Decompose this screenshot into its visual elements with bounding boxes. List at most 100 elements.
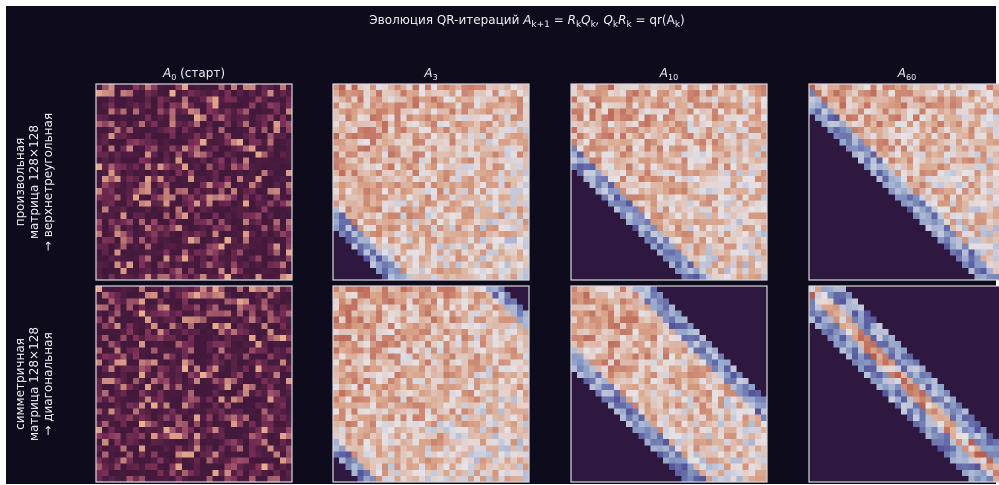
heatmap-cell (743, 90, 749, 96)
heatmap-cell (419, 225, 425, 231)
heatmap-cell (761, 121, 767, 127)
heatmap-cell (492, 90, 498, 96)
heatmap-cell (280, 323, 286, 329)
heatmap-cell (102, 286, 108, 292)
heatmap-cell (602, 158, 608, 164)
heatmap-cell (351, 317, 357, 323)
heatmap-cell (127, 341, 133, 347)
heatmap-cell (492, 292, 498, 298)
heatmap-cell (108, 102, 114, 108)
heatmap-cell (114, 213, 120, 219)
heatmap-cell (419, 84, 425, 90)
heatmap-cell (419, 188, 425, 194)
heatmap-cell (706, 102, 712, 108)
heatmap-cell (108, 402, 114, 408)
heatmap-cell (712, 164, 718, 170)
heatmap-cell (274, 445, 280, 451)
heatmap-cell (280, 329, 286, 335)
heatmap-cell (437, 182, 443, 188)
heatmap-cell (407, 451, 413, 457)
heatmap-cell (523, 268, 529, 274)
heatmap-cell (206, 102, 212, 108)
heatmap-cell (700, 158, 706, 164)
heatmap-cell (339, 268, 345, 274)
heatmap-cell (517, 249, 523, 255)
heatmap-cell (364, 170, 370, 176)
heatmap-cell (431, 329, 437, 335)
heatmap-cell (102, 84, 108, 90)
heatmap-cell (449, 127, 455, 133)
heatmap-cell (449, 274, 455, 280)
heatmap-cell (255, 415, 261, 421)
heatmap-cell (127, 133, 133, 139)
heatmap-cell (394, 237, 400, 243)
heatmap-cell (243, 262, 249, 268)
heatmap-cell (249, 170, 255, 176)
heatmap-cell (681, 84, 687, 90)
heatmap-cell (376, 464, 382, 470)
heatmap-cell (511, 121, 517, 127)
heatmap-cell (413, 304, 419, 310)
heatmap-cell (437, 317, 443, 323)
heatmap-cell (468, 231, 474, 237)
heatmap-cell (376, 151, 382, 157)
heatmap-cell (127, 176, 133, 182)
heatmap-cell (212, 433, 218, 439)
heatmap-cell (468, 433, 474, 439)
heatmap-cell (364, 409, 370, 415)
heatmap-cell (170, 311, 176, 317)
heatmap-cell (333, 451, 339, 457)
heatmap-cell (339, 329, 345, 335)
heatmap-cell (394, 121, 400, 127)
heatmap-cell (170, 366, 176, 372)
heatmap-cell (133, 207, 139, 213)
heatmap-cell (730, 243, 736, 249)
heatmap-cell (274, 109, 280, 115)
heatmap-cell (681, 133, 687, 139)
heatmap-cell (96, 286, 102, 292)
heatmap-cell (505, 115, 511, 121)
heatmap-cell (255, 96, 261, 102)
heatmap-cell (589, 121, 595, 127)
heatmap-cell (498, 311, 504, 317)
heatmap-cell (151, 415, 157, 421)
heatmap-cell (225, 396, 231, 402)
heatmap-cell (480, 237, 486, 243)
heatmap-cell (749, 207, 755, 213)
heatmap-cell (358, 274, 364, 280)
heatmap-cell (413, 219, 419, 225)
heatmap-cell (274, 200, 280, 206)
heatmap-cell (133, 458, 139, 464)
heatmap-cell (286, 158, 292, 164)
heatmap-cell (163, 268, 169, 274)
heatmap-cell (480, 353, 486, 359)
heatmap-cell (511, 409, 517, 415)
heatmap-cell (394, 249, 400, 255)
heatmap-cell (194, 176, 200, 182)
heatmap-cell (127, 102, 133, 108)
heatmap-cell (231, 433, 237, 439)
heatmap-cell (486, 286, 492, 292)
heatmap-cell (505, 121, 511, 127)
heatmap-cell (437, 176, 443, 182)
heatmap-cell (351, 311, 357, 317)
heatmap-cell (127, 249, 133, 255)
heatmap-cell (261, 384, 267, 390)
heatmap-cell (225, 158, 231, 164)
heatmap-cell (523, 439, 529, 445)
heatmap-cell (274, 102, 280, 108)
heatmap-cell (102, 384, 108, 390)
heatmap-cell (108, 90, 114, 96)
heatmap-cell (468, 170, 474, 176)
heatmap-cell (382, 390, 388, 396)
heatmap-cell (219, 262, 225, 268)
heatmap-cell (345, 286, 351, 292)
heatmap-cell (364, 390, 370, 396)
heatmap-cell (231, 427, 237, 433)
heatmap-cell (351, 262, 357, 268)
heatmap-cell (358, 304, 364, 310)
heatmap-cell (274, 151, 280, 157)
heatmap-cell (163, 158, 169, 164)
heatmap-cell (157, 451, 163, 457)
heatmap-cell (382, 213, 388, 219)
